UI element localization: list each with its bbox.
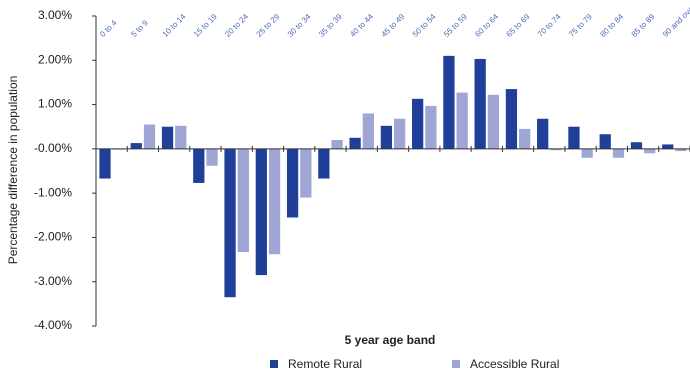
bar bbox=[675, 148, 687, 152]
x-tick-label: 0 to 4 bbox=[98, 18, 119, 39]
bar bbox=[143, 124, 156, 149]
bar bbox=[474, 58, 486, 149]
x-tick-label: 60 to 64 bbox=[473, 12, 500, 39]
bar bbox=[349, 137, 361, 149]
bar bbox=[268, 148, 281, 255]
bar bbox=[568, 126, 580, 149]
bar bbox=[286, 148, 299, 218]
legend-swatch bbox=[452, 360, 460, 368]
bar bbox=[425, 105, 437, 149]
x-tick-label: 90 and over bbox=[661, 2, 690, 38]
x-tick-label: 85 to 89 bbox=[630, 12, 657, 39]
x-tick-label: 70 to 74 bbox=[536, 12, 563, 39]
bar bbox=[362, 113, 374, 149]
bar bbox=[537, 118, 549, 149]
y-tick-label: -2.00% bbox=[34, 230, 72, 244]
x-tick-label: 50 to 54 bbox=[411, 12, 438, 39]
y-tick-label: 3.00% bbox=[38, 8, 72, 22]
legend-swatch bbox=[270, 360, 278, 368]
bar bbox=[456, 92, 468, 149]
y-tick-label: -3.00% bbox=[34, 274, 72, 288]
y-tick-label: 2.00% bbox=[38, 52, 72, 66]
y-tick-label: 1.00% bbox=[38, 97, 72, 111]
bar bbox=[380, 125, 392, 149]
x-tick-label: 5 to 9 bbox=[129, 18, 150, 39]
bar bbox=[193, 148, 205, 183]
x-axis-label: 5 year age band bbox=[345, 333, 436, 347]
bar bbox=[505, 89, 518, 149]
bar bbox=[519, 128, 531, 149]
bar bbox=[394, 118, 406, 149]
x-tick-label: 15 to 19 bbox=[192, 12, 219, 39]
x-tick-label: 10 to 14 bbox=[161, 12, 188, 39]
x-tick-label: 25 to 29 bbox=[254, 12, 281, 39]
x-tick-label: 80 to 84 bbox=[598, 12, 625, 39]
bar bbox=[130, 143, 142, 149]
bar bbox=[331, 140, 343, 149]
bar bbox=[599, 134, 611, 149]
bar bbox=[612, 148, 625, 158]
bar bbox=[175, 125, 187, 149]
x-tick-label: 30 to 34 bbox=[286, 12, 313, 39]
bar bbox=[224, 148, 236, 298]
legend-label: Remote Rural bbox=[288, 357, 362, 371]
bar bbox=[99, 148, 111, 179]
x-tick-label: 35 to 39 bbox=[317, 12, 344, 39]
y-tick-label: -1.00% bbox=[34, 185, 72, 199]
bar bbox=[255, 148, 267, 276]
bar bbox=[237, 148, 249, 253]
bar bbox=[412, 98, 424, 149]
bar bbox=[206, 148, 218, 166]
bar bbox=[318, 148, 330, 179]
x-tick-label: 45 to 49 bbox=[380, 12, 407, 39]
y-tick-label: -4.00% bbox=[34, 318, 72, 332]
bar bbox=[161, 126, 174, 149]
bar bbox=[644, 148, 656, 154]
bar bbox=[550, 148, 562, 151]
y-axis-label: Percentage difference in population bbox=[6, 76, 20, 265]
bar bbox=[443, 55, 455, 149]
legend-label: Accessible Rural bbox=[470, 357, 559, 371]
bar bbox=[300, 148, 312, 198]
bar bbox=[581, 148, 593, 158]
x-tick-label: 65 to 69 bbox=[505, 12, 532, 39]
bar bbox=[630, 142, 643, 149]
x-tick-label: 20 to 24 bbox=[223, 12, 250, 39]
x-tick-label: 55 to 59 bbox=[442, 12, 469, 39]
y-tick-label: -0.00% bbox=[34, 141, 72, 155]
x-tick-label: 75 to 79 bbox=[567, 12, 594, 39]
x-tick-label: 40 to 44 bbox=[348, 12, 375, 39]
bar bbox=[487, 94, 500, 149]
bar bbox=[662, 144, 674, 149]
